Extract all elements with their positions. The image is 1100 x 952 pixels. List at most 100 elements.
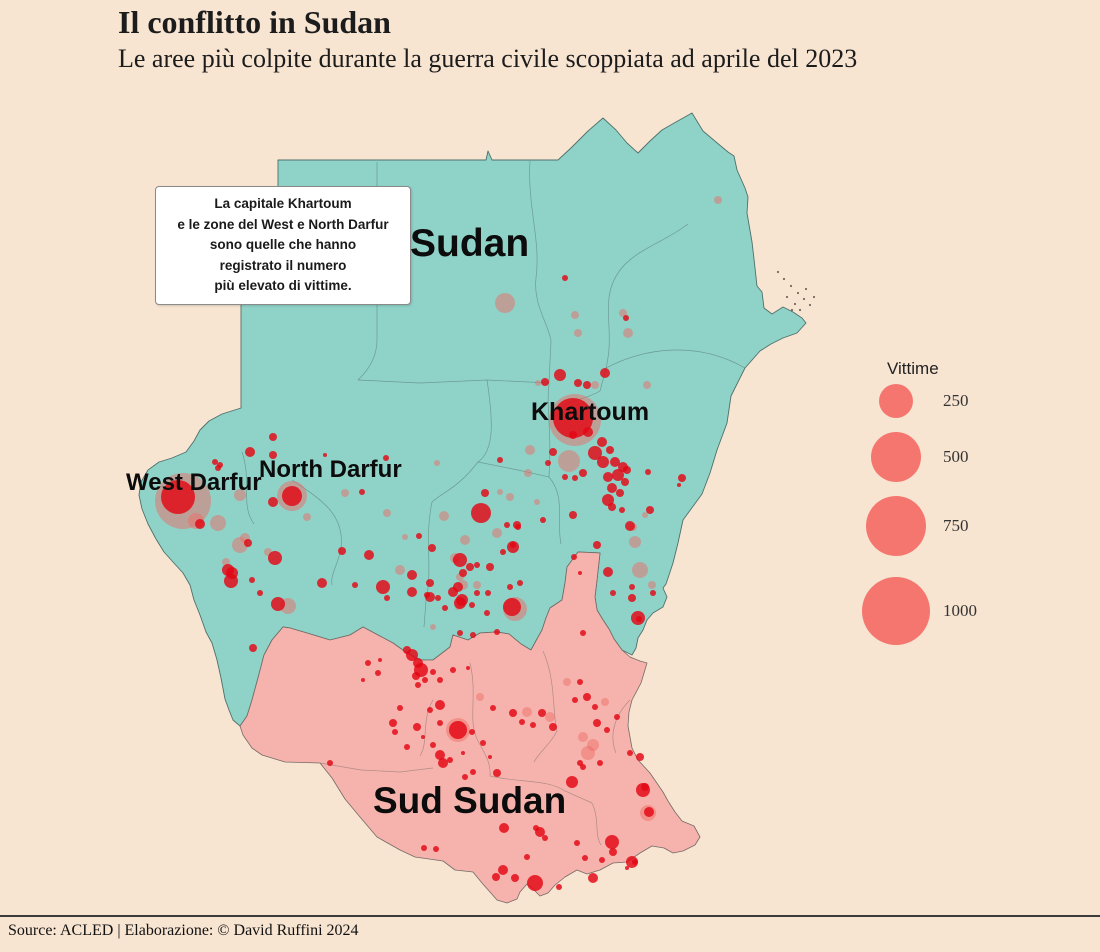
victim-bubble: [530, 722, 536, 728]
victim-bubble: [603, 472, 613, 482]
victim-bubble: [361, 678, 365, 682]
victim-bubble: [384, 595, 390, 601]
coast-speckle: [796, 291, 800, 295]
victim-bubble: [268, 551, 282, 565]
victim-bubble: [317, 578, 327, 588]
victim-bubble: [268, 497, 278, 507]
victim-bubble: [497, 457, 503, 463]
victim-bubble: [471, 503, 491, 523]
victim-bubble: [226, 567, 238, 579]
victim-bubble: [597, 437, 607, 447]
victim-bubble: [397, 705, 403, 711]
victim-bubble: [625, 866, 629, 870]
victim-bubble: [588, 446, 602, 460]
victim-bubble: [433, 846, 439, 852]
victim-bubble-halo: [497, 489, 503, 495]
victim-bubble: [619, 507, 625, 513]
victim-bubble: [677, 483, 681, 487]
victim-bubble-halo: [558, 450, 580, 472]
victim-bubble: [609, 848, 617, 856]
victim-bubble: [511, 874, 519, 882]
victim-bubble: [517, 580, 523, 586]
victim-bubble: [569, 511, 577, 519]
victim-bubble: [470, 769, 476, 775]
label-south-sudan: Sud Sudan: [373, 780, 567, 821]
victim-bubble-halo: [632, 562, 648, 578]
victim-bubble: [650, 590, 656, 596]
victim-bubble-halo: [587, 739, 599, 751]
victim-bubble: [484, 610, 490, 616]
victim-bubble: [583, 693, 591, 701]
victim-bubble: [600, 368, 610, 378]
victim-bubble: [245, 447, 255, 457]
victim-bubble: [515, 524, 521, 530]
victim-bubble: [612, 469, 624, 481]
coast-speckle: [802, 297, 806, 301]
victim-bubble: [269, 451, 277, 459]
south-sudan-region: [239, 551, 701, 904]
victim-bubble: [545, 460, 551, 466]
victim-bubble: [447, 757, 453, 763]
victim-bubble: [271, 597, 285, 611]
victim-bubble: [450, 667, 456, 673]
victim-bubble: [413, 723, 421, 731]
label-west-darfur: West Darfur: [126, 469, 262, 496]
victim-bubble: [375, 670, 381, 676]
victim-bubble: [407, 587, 417, 597]
annotation-line: e le zone del West e North Darfur: [177, 216, 389, 232]
victim-bubble-halo: [492, 528, 502, 538]
annotation-line: La capitale Khartoum: [214, 196, 352, 211]
victim-bubble: [430, 742, 436, 748]
victim-bubble: [579, 469, 587, 477]
victim-bubble: [578, 571, 582, 575]
legend-value: 1000: [943, 601, 977, 620]
victim-bubble: [424, 592, 430, 598]
victim-bubble-halo: [395, 565, 405, 575]
victim-bubble-halo: [591, 381, 599, 389]
legend-title: Vittime: [887, 359, 939, 378]
victim-bubble-halo: [525, 445, 535, 455]
page-subtitle: Le aree più colpite durante la guerra ci…: [118, 44, 858, 73]
south-sudan-state-borders: [319, 650, 631, 846]
victim-bubble: [437, 720, 443, 726]
coast-speckle: [790, 308, 794, 312]
victim-bubble: [574, 379, 582, 387]
coast-speckle: [785, 295, 789, 299]
victim-bubble: [492, 873, 500, 881]
victim-bubble-halo: [534, 499, 540, 505]
source-credit: Source: ACLED | Elaborazione: © David Ru…: [8, 922, 359, 939]
victim-bubble: [438, 758, 448, 768]
legend-value: 250: [943, 391, 969, 410]
victim-bubble: [389, 719, 397, 727]
legend-bubble: [871, 432, 921, 482]
victim-bubble-halo: [383, 509, 391, 517]
victim-bubble-halo: [571, 311, 579, 319]
victim-bubble: [554, 369, 566, 381]
victim-bubble: [574, 840, 580, 846]
coast-speckle: [793, 302, 797, 306]
victim-bubble: [352, 582, 358, 588]
victim-bubble: [607, 483, 617, 493]
coast-speckle: [804, 287, 808, 291]
victim-bubble: [572, 697, 578, 703]
victim-bubble: [541, 378, 549, 386]
victim-bubble: [442, 605, 448, 611]
victim-bubble: [507, 584, 513, 590]
victim-bubble: [580, 630, 586, 636]
victim-bubble: [364, 550, 374, 560]
victim-bubble: [519, 719, 525, 725]
header: Il conflitto in Sudan Le aree più colpit…: [118, 4, 857, 74]
victim-bubble: [556, 884, 562, 890]
victim-bubble: [249, 644, 257, 652]
victim-bubble-halo: [303, 513, 311, 521]
victim-bubble: [627, 750, 633, 756]
victim-bubble: [474, 590, 480, 596]
victim-bubble: [538, 709, 546, 717]
victim-bubble: [480, 740, 486, 746]
victim-bubble: [486, 563, 494, 571]
annotation-line: sono quelle che hanno: [209, 237, 357, 252]
victim-bubble-halo: [473, 581, 481, 589]
victim-bubble: [426, 579, 434, 587]
victim-bubble: [597, 456, 609, 468]
